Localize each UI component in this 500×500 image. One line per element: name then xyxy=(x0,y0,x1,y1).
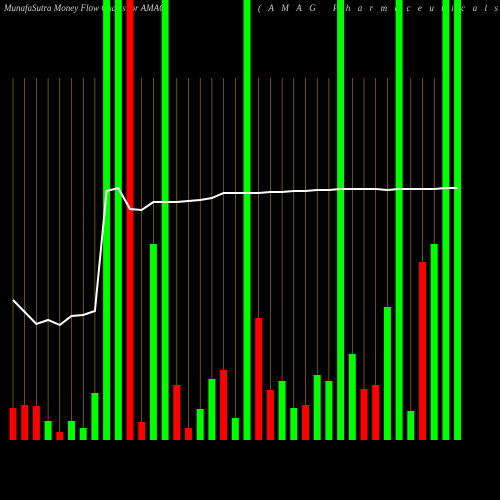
bar xyxy=(149,244,157,440)
bar xyxy=(103,0,111,440)
bar xyxy=(56,432,64,440)
bar xyxy=(68,421,75,440)
bar xyxy=(255,318,263,440)
bar xyxy=(161,0,169,440)
bar xyxy=(383,307,391,440)
bar xyxy=(91,393,99,440)
bar xyxy=(243,0,251,440)
bar xyxy=(32,406,40,440)
bar xyxy=(196,409,204,440)
bar xyxy=(454,0,462,440)
bar xyxy=(407,411,415,440)
bar xyxy=(325,381,333,440)
bar xyxy=(208,379,216,440)
bar xyxy=(44,421,52,440)
bar xyxy=(231,418,239,440)
bar xyxy=(21,405,29,440)
bar xyxy=(185,428,192,440)
bar xyxy=(266,390,274,440)
bar xyxy=(220,370,228,440)
bar xyxy=(290,408,298,440)
bar xyxy=(313,375,321,440)
bar xyxy=(419,262,426,440)
bar xyxy=(442,0,450,440)
bar xyxy=(9,408,17,440)
bar xyxy=(348,354,356,440)
bar xyxy=(372,385,380,440)
bar xyxy=(126,0,134,440)
bar xyxy=(138,422,146,440)
bar xyxy=(302,405,309,440)
bar xyxy=(173,385,181,440)
bar xyxy=(278,381,286,440)
bar xyxy=(337,0,345,440)
chart-title: MunafaSutra Money Flow Charts for AMAG xyxy=(3,3,166,13)
bar xyxy=(360,389,368,440)
money-flow-line xyxy=(12,186,458,327)
bar xyxy=(79,428,87,440)
bar xyxy=(395,0,403,440)
bar xyxy=(430,244,438,440)
bar xyxy=(114,0,122,440)
